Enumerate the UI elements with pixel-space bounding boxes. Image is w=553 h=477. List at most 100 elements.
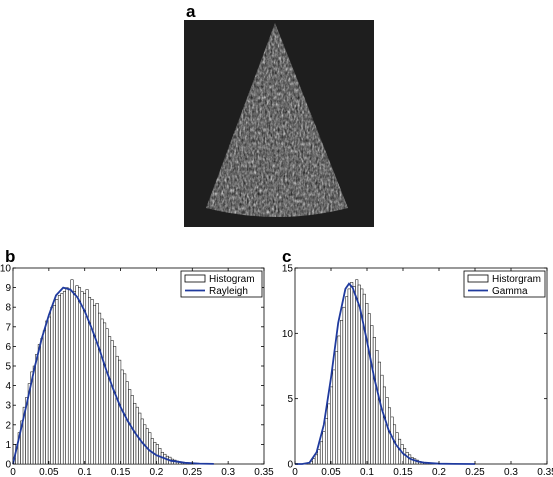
y-tick-label: 7 xyxy=(5,322,11,333)
x-tick-label: 0.35 xyxy=(254,467,274,477)
histogram-bar xyxy=(350,282,354,465)
histogram-bar xyxy=(90,299,94,465)
histogram-bar xyxy=(148,432,152,465)
histogram-bar xyxy=(314,454,318,465)
histogram-bar xyxy=(324,418,329,465)
y-tick-label: 3 xyxy=(5,401,11,412)
histogram-bar xyxy=(342,306,346,465)
x-tick-label: 0.1 xyxy=(78,467,92,477)
histogram-bar xyxy=(47,316,51,465)
x-tick-label: 0.2 xyxy=(149,467,163,477)
x-tick-label: 0.3 xyxy=(504,467,518,477)
y-tick-label: 6 xyxy=(5,342,11,353)
legend-swatch-histogram xyxy=(467,274,489,283)
histogram-bar xyxy=(340,320,344,465)
legend-label-curve: Rayleigh xyxy=(209,286,248,297)
legend-label-histogram: Historgram xyxy=(492,274,541,285)
histogram-bar xyxy=(70,279,74,465)
histogram-bar xyxy=(345,296,349,465)
histogram-bar xyxy=(352,286,356,465)
histogram-bar xyxy=(327,403,331,465)
y-tick-label: 10 xyxy=(0,264,11,275)
legend-label-curve: Gamma xyxy=(492,286,528,297)
histogram-bar xyxy=(95,303,99,465)
histogram-bar xyxy=(60,293,64,465)
legend-swatch-histogram xyxy=(184,274,206,283)
histogram-bar xyxy=(103,322,107,465)
histogram-bar xyxy=(387,407,392,465)
x-tick-label: 0.1 xyxy=(360,467,374,477)
histogram-bar xyxy=(72,291,76,465)
histogram-bar xyxy=(115,355,119,465)
histogram-bar xyxy=(100,318,104,465)
chart-c-gamma: 0 0.05 0.1 0.15 0.2 0.25 0.3 0.35 0 5 10 15 Historgr… xyxy=(282,264,553,477)
histogram-bar xyxy=(62,291,66,465)
histogram-bar xyxy=(35,353,39,465)
histogram-bar xyxy=(110,340,114,465)
panel-label-c: c xyxy=(282,247,291,266)
histogram-bar xyxy=(335,351,339,465)
histogram-bar xyxy=(322,431,326,465)
histogram-bar xyxy=(312,458,316,465)
fit-curve-rayleigh xyxy=(12,286,214,465)
x-tick-label: 0.15 xyxy=(393,467,413,477)
x-tick-label: 0.15 xyxy=(111,467,131,477)
histogram-bar xyxy=(50,306,54,465)
x-tick-label: 0 xyxy=(292,467,298,477)
histogram-bar xyxy=(108,336,112,465)
histogram-bar xyxy=(42,330,46,465)
x-tick-label: 0.2 xyxy=(432,467,446,477)
fit-curve-gamma xyxy=(295,282,476,465)
y-tick-label: 5 xyxy=(5,362,11,373)
y-tick-label: 4 xyxy=(5,381,11,392)
y-tick-label: 10 xyxy=(282,329,294,340)
histogram-bar xyxy=(317,449,321,465)
histogram-bar xyxy=(120,369,124,465)
histogram-bar xyxy=(37,344,41,465)
histogram-bar xyxy=(57,295,61,465)
histogram-bar xyxy=(375,350,379,465)
x-tick-label: 0.25 xyxy=(183,467,203,477)
y-tick-label: 9 xyxy=(5,283,11,294)
y-tick-label: 15 xyxy=(282,264,294,275)
histogram-bar xyxy=(382,386,386,465)
histogram-bar xyxy=(98,312,102,465)
histogram-bar xyxy=(52,304,56,465)
histogram-bar xyxy=(337,335,341,465)
histogram-bar xyxy=(105,328,109,465)
histogram-bar xyxy=(347,288,351,465)
histogram-bar xyxy=(330,386,334,465)
x-tick-label: 0.3 xyxy=(221,467,235,477)
histogram-bar xyxy=(65,287,69,465)
histogram-bar xyxy=(75,285,79,465)
histogram-bar xyxy=(78,287,82,465)
legend-label-histogram: Histogram xyxy=(209,274,255,285)
panel-label-a: a xyxy=(186,2,196,21)
histogram-bar xyxy=(40,338,44,465)
x-tick-label: 0.25 xyxy=(465,467,485,477)
histogram-bar xyxy=(67,289,71,465)
x-tick-label: 0.35 xyxy=(537,467,553,477)
y-tick-label: 1 xyxy=(5,440,11,451)
y-tick-label: 0 xyxy=(287,460,293,471)
panel-label-b: b xyxy=(5,247,15,266)
chart-b-rayleigh: 0 0.05 0.1 0.15 0.2 0.25 0.3 0.35 0 1 2 3 4 5 6 7 8 9 10 Hi… xyxy=(0,264,274,477)
histogram-bar xyxy=(32,365,36,465)
y-tick-label: 2 xyxy=(5,420,11,431)
y-tick-label: 5 xyxy=(287,394,293,405)
histogram-bar xyxy=(355,279,359,465)
histogram-bar xyxy=(370,325,374,465)
histogram-bar xyxy=(83,293,87,465)
histogram-bar xyxy=(93,304,97,465)
y-tick-label: 8 xyxy=(5,303,11,314)
histogram-bar xyxy=(319,441,323,465)
histogram-bar xyxy=(385,397,389,465)
y-tick-label: 0 xyxy=(5,460,11,471)
histogram-bar xyxy=(380,374,384,465)
x-tick-label: 0.05 xyxy=(321,467,341,477)
histogram-bar xyxy=(55,299,59,465)
histogram-bar xyxy=(123,373,127,465)
